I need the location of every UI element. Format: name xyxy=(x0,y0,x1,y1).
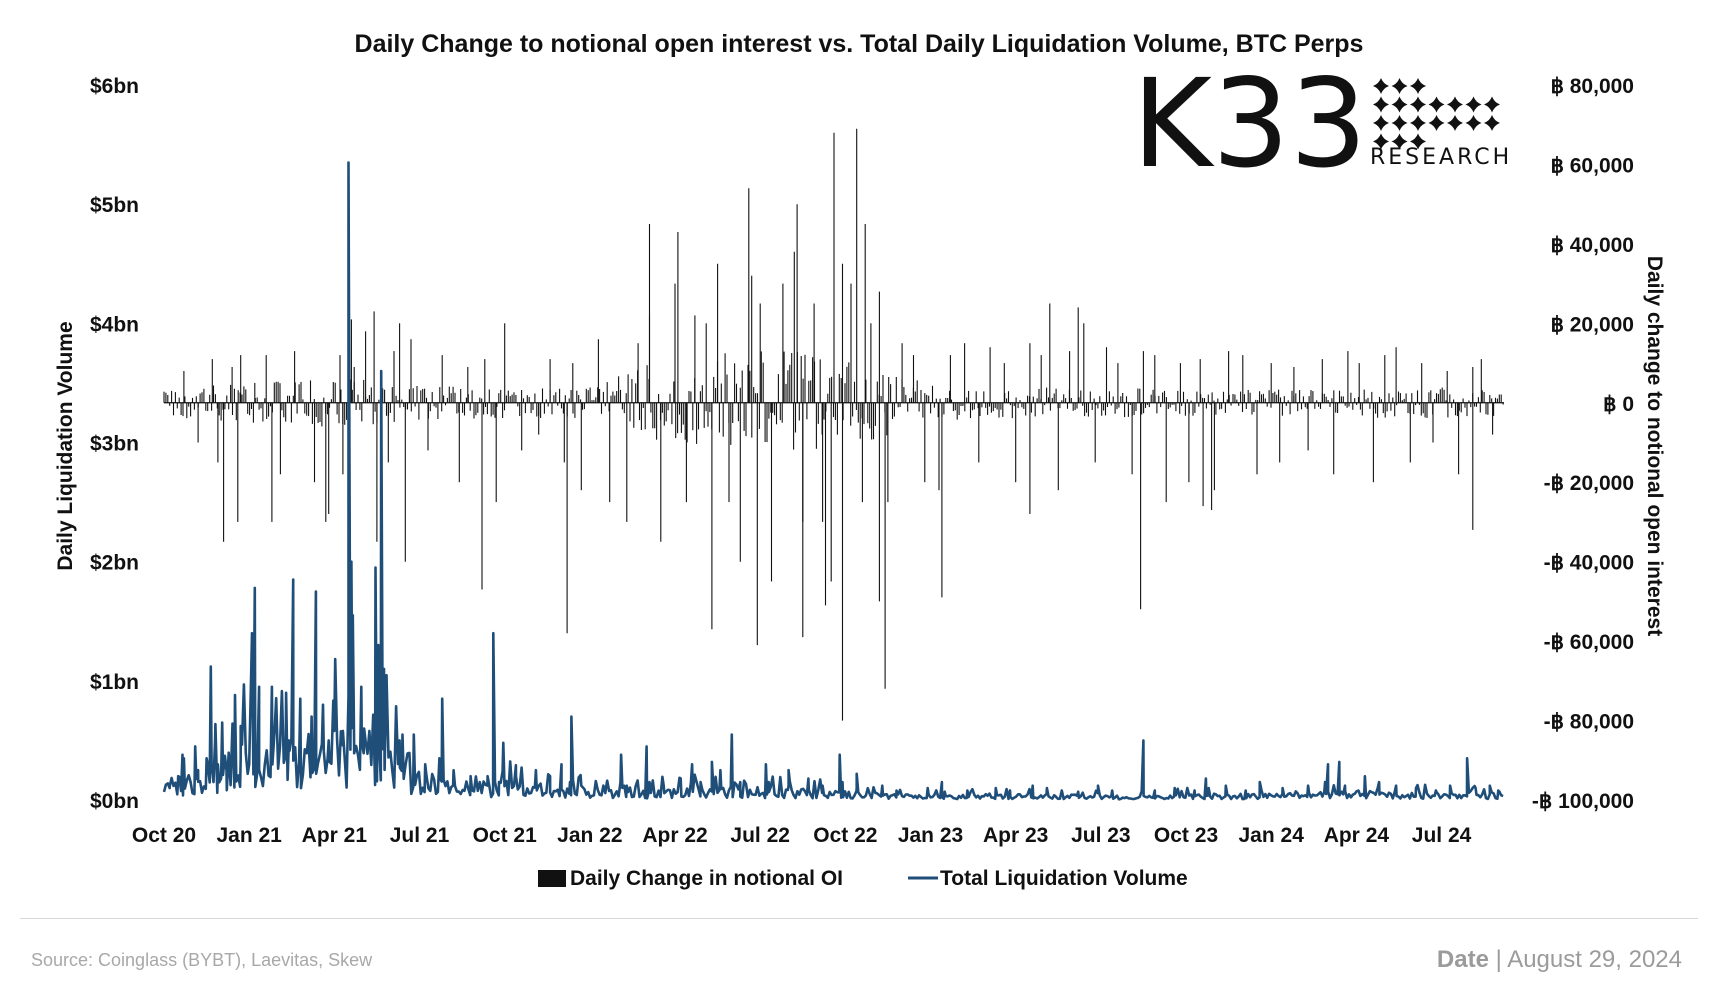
right-tick-label: ฿ 20,000 xyxy=(1551,313,1634,336)
right-axis-ticks: ฿ 80,000 ฿ 60,000 ฿ 40,000 ฿ 20,000 ฿ 0 -฿ 20… xyxy=(1532,75,1634,813)
legend-swatch-oi xyxy=(538,870,566,887)
footer-date-label: Date xyxy=(1436,946,1489,973)
logo-star-icon xyxy=(1410,115,1426,131)
k33-research-logo: K33 RESEARCH xyxy=(1132,53,1512,195)
logo-star-icon xyxy=(1410,133,1426,150)
logo-star-icon xyxy=(1465,96,1482,113)
logo-star-icon xyxy=(1373,115,1389,131)
x-tick-label: Jul 22 xyxy=(730,824,790,847)
x-axis-ticks: Oct 20 Jan 21 Apr 21 Jul 21 Oct 21 Jan 22 Apr … xyxy=(132,824,1472,847)
liquidation-line xyxy=(162,161,1504,801)
logo-wordmark: K33 xyxy=(1132,53,1367,195)
chart-title: Daily Change to notional open interest v… xyxy=(355,30,1364,58)
left-axis-ticks: $0bn $1bn $2bn $3bn $4bn $5bn $6bn xyxy=(90,75,139,813)
legend-label-liquidation: Total Liquidation Volume xyxy=(940,867,1188,890)
logo-star-icon xyxy=(1447,115,1463,131)
footer-date: Date | August 29, 2024 xyxy=(1437,946,1682,974)
logo-star-icon xyxy=(1484,115,1500,131)
x-tick-label: Apr 24 xyxy=(1324,824,1390,847)
x-tick-label: Apr 22 xyxy=(642,824,707,847)
logo-subtext: RESEARCH xyxy=(1370,145,1512,170)
x-tick-label: Jul 24 xyxy=(1412,824,1472,847)
logo-star-icon xyxy=(1391,96,1408,113)
x-tick-label: Jul 23 xyxy=(1071,824,1131,847)
x-tick-label: Oct 22 xyxy=(813,824,877,847)
x-tick-label: Jan 23 xyxy=(898,824,963,847)
left-tick-label: $3bn xyxy=(90,433,139,456)
right-tick-label: ฿ 0 xyxy=(1603,393,1634,416)
footer-date-value: August 29, 2024 xyxy=(1507,946,1682,973)
logo-diamond-glyph-icon xyxy=(1373,78,1500,150)
footer-divider xyxy=(20,918,1698,919)
right-tick-label: -฿ 60,000 xyxy=(1544,631,1634,654)
x-tick-label: Apr 21 xyxy=(302,824,368,847)
logo-star-icon xyxy=(1391,115,1408,131)
right-tick-label: -฿ 80,000 xyxy=(1544,711,1634,734)
oi-bars-series xyxy=(163,128,1504,721)
logo-star-icon xyxy=(1428,96,1445,113)
right-tick-label: -฿ 40,000 xyxy=(1544,552,1634,575)
logo-star-icon xyxy=(1373,78,1389,94)
logo-star-icon xyxy=(1428,115,1445,131)
logo-star-icon xyxy=(1410,78,1426,94)
left-tick-label: $6bn xyxy=(90,75,139,98)
x-tick-label: Jan 21 xyxy=(216,824,282,847)
right-tick-label: ฿ 60,000 xyxy=(1551,154,1634,177)
legend-label-oi: Daily Change in notional OI xyxy=(570,867,843,890)
logo-star-icon xyxy=(1447,96,1463,113)
left-tick-label: $1bn xyxy=(90,671,139,694)
logo-star-icon xyxy=(1484,96,1500,113)
left-tick-label: $2bn xyxy=(90,552,139,575)
logo-star-icon xyxy=(1410,96,1426,113)
footer-source: Source: Coinglass (BYBT), Laevitas, Skew xyxy=(31,950,373,970)
x-tick-label: Oct 20 xyxy=(132,824,196,847)
x-tick-label: Jul 21 xyxy=(390,824,450,847)
left-tick-label: $0bn xyxy=(90,790,139,813)
right-tick-label: -฿ 20,000 xyxy=(1544,472,1634,495)
x-tick-label: Oct 23 xyxy=(1154,824,1218,847)
left-axis-label: Daily Liquidation Volume xyxy=(54,321,77,570)
legend: Daily Change in notional OI Total Liquid… xyxy=(538,867,1188,890)
left-tick-label: $5bn xyxy=(90,194,139,217)
right-tick-label: ฿ 80,000 xyxy=(1551,75,1634,98)
logo-star-icon xyxy=(1391,78,1408,94)
logo-star-icon xyxy=(1465,115,1482,131)
right-tick-label: ฿ 40,000 xyxy=(1551,234,1634,257)
x-tick-label: Jan 24 xyxy=(1239,824,1305,847)
footer-date-separator: | xyxy=(1495,946,1502,973)
logo-star-icon xyxy=(1391,133,1408,150)
logo-star-icon xyxy=(1373,96,1389,113)
right-axis-label: Daily change to notional open interest xyxy=(1643,256,1666,636)
left-tick-label: $4bn xyxy=(90,313,139,336)
x-tick-label: Jan 22 xyxy=(557,824,622,847)
right-tick-label: -฿ 100,000 xyxy=(1532,790,1634,813)
liquidation-line-series xyxy=(162,161,1504,801)
logo-star-icon xyxy=(1373,133,1389,150)
x-tick-label: Oct 21 xyxy=(473,824,538,847)
x-tick-label: Apr 23 xyxy=(983,824,1048,847)
